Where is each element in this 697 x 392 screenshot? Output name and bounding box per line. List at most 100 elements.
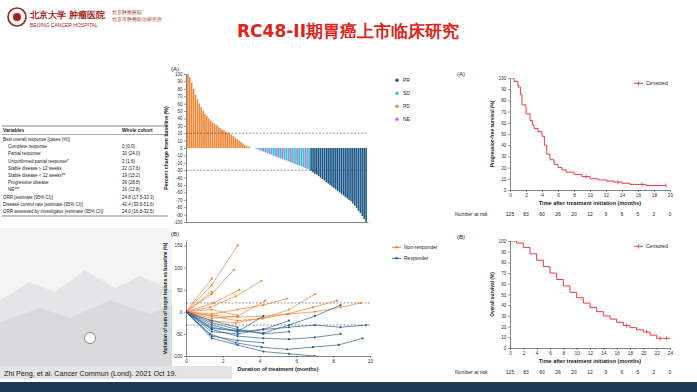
tick-label: 24 — [668, 351, 674, 356]
tick-mark — [508, 179, 510, 180]
bar — [189, 77, 191, 148]
tick: 30 — [501, 314, 510, 319]
tick-label: 100 — [498, 76, 506, 81]
tick-label: 60 — [501, 282, 507, 287]
bar — [248, 147, 250, 148]
legend-swatch — [395, 79, 399, 83]
point — [365, 324, 367, 326]
point — [236, 333, 238, 335]
bar — [337, 148, 339, 191]
point — [262, 333, 264, 335]
tick-label: 60 — [501, 121, 507, 126]
y-axis: -100-50050100150 — [173, 242, 187, 360]
tick-label: 14 — [601, 351, 607, 356]
legend-swatch — [395, 118, 399, 122]
tick-label: 18 — [628, 351, 634, 356]
tick: 50 — [177, 109, 186, 114]
point — [262, 328, 264, 330]
point — [235, 342, 237, 344]
tick-mark — [508, 134, 510, 135]
point — [211, 320, 213, 322]
tick: 24 — [668, 348, 674, 356]
point — [314, 324, 316, 326]
point — [211, 291, 213, 293]
tick-label: 10 — [574, 351, 580, 356]
legend: Censored — [634, 80, 668, 86]
y-axis-title: Overall survival (%) — [490, 272, 495, 317]
panel-label: (A) — [171, 66, 179, 72]
tick-mark — [574, 190, 575, 192]
tick-mark — [184, 334, 186, 335]
bar — [320, 148, 322, 178]
tick: 60 — [177, 102, 186, 107]
tick-mark — [184, 178, 186, 179]
bar — [343, 148, 345, 195]
table-cell: 36 (28.8) — [122, 180, 141, 185]
legend-swatch — [638, 244, 639, 248]
bar — [352, 148, 354, 204]
citation-bg — [0, 366, 232, 379]
point — [236, 335, 238, 337]
bar — [240, 142, 242, 148]
tick-mark — [260, 356, 261, 358]
bar — [191, 83, 193, 148]
tick: 40 — [177, 116, 186, 121]
x-axis-title: Time after treatment initiation (months) — [539, 358, 641, 364]
at-risk-value: 12 — [587, 369, 593, 375]
tick-mark — [630, 348, 631, 350]
bar — [305, 148, 307, 168]
tick-mark — [523, 348, 524, 350]
tick: 10 — [574, 348, 580, 356]
tick-mark — [508, 100, 510, 101]
tick-mark — [184, 185, 186, 186]
legend-label: Censored — [646, 243, 668, 249]
tick-label: 0 — [504, 346, 507, 351]
tick: 20 — [177, 131, 186, 136]
tick-mark — [508, 190, 510, 191]
point — [211, 322, 213, 324]
slide: 北京大学 肿瘤医院BEIJING CANCER HOSPITAL北京肿瘤医院北京… — [0, 0, 697, 392]
tick-label: 80 — [501, 98, 507, 103]
axis-line — [511, 348, 671, 349]
tick-label: 100 — [498, 239, 506, 244]
y-axis: -100-90-80-70-60-50-40-30-20-10010203040… — [173, 72, 186, 225]
tick-label: 6 — [296, 359, 299, 364]
tick: 6 — [549, 348, 552, 356]
point — [211, 328, 213, 330]
legend-swatch — [395, 257, 397, 259]
axis-line — [187, 222, 369, 223]
backdrop — [0, 228, 172, 368]
tick: 40 — [501, 303, 510, 308]
bar — [335, 148, 337, 189]
y-axis: 0102030405060708090100 — [498, 76, 510, 193]
logo-emblem — [8, 8, 26, 26]
tick: 18 — [628, 348, 634, 356]
tick-mark — [617, 348, 618, 350]
legend-label: Responder — [404, 255, 429, 261]
tick-label: 50 — [177, 109, 183, 114]
tick-label: 20 — [501, 325, 507, 330]
point — [211, 331, 213, 333]
legend-swatch — [395, 92, 399, 96]
table-cell: 24.0 (16.8-32.5) — [122, 209, 155, 214]
bar — [234, 138, 236, 148]
tick: 0 — [180, 310, 186, 315]
at-risk-value: 60 — [539, 369, 545, 375]
line — [510, 241, 670, 338]
tick: 22 — [654, 348, 660, 356]
tick: 10 — [368, 356, 374, 364]
at-risk-value: 2 — [653, 211, 656, 217]
bar — [314, 148, 316, 174]
tick-label: 8 — [332, 359, 335, 364]
bar — [202, 111, 204, 148]
table-cell: Disease control rate [estimate (95% CI)] — [3, 202, 83, 207]
point — [336, 300, 338, 302]
tick-label: 90 — [501, 87, 507, 92]
at-risk-value: 2 — [653, 369, 656, 375]
bar — [365, 148, 367, 222]
at-risk-value: 26 — [555, 369, 561, 375]
legend-swatch — [392, 258, 401, 259]
axis-line — [186, 242, 187, 357]
table-cell: Best overall response [cases (%)] — [3, 137, 70, 142]
tick-label: 30 — [501, 314, 507, 319]
